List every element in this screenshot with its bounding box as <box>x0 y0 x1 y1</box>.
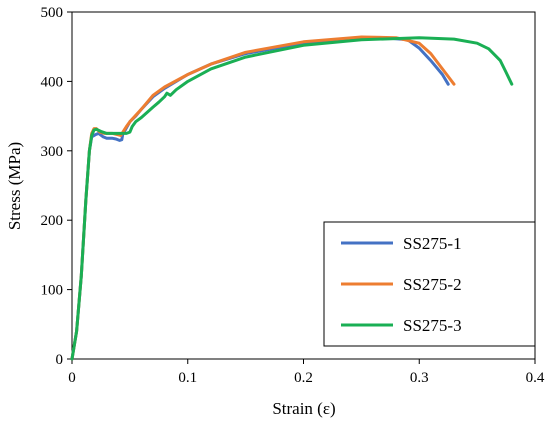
series-line-3 <box>70 36 514 361</box>
x-tick-label: 0.1 <box>178 370 197 386</box>
axes: 0 0.1 0.2 0.3 0.4 0 100 200 300 400 500 <box>41 5 545 386</box>
y-tick-label: 0 <box>56 352 64 368</box>
y-tick-label: 300 <box>41 144 64 160</box>
x-axis-title: Strain (ε) <box>272 399 335 418</box>
y-axis-title: Stress (MPa) <box>5 142 24 230</box>
x-tick-label: 0.3 <box>410 370 429 386</box>
series-lines <box>70 35 514 361</box>
y-tick-label: 100 <box>41 283 64 299</box>
legend: SS275-1 SS275-2 SS275-3 <box>323 221 536 347</box>
legend-label-2: SS275-2 <box>403 275 462 294</box>
y-tick-label: 400 <box>41 74 64 90</box>
x-tick-label: 0 <box>68 370 76 386</box>
y-tick-label: 500 <box>41 5 64 21</box>
x-tick-label: 0.4 <box>526 370 545 386</box>
legend-label-1: SS275-1 <box>403 234 462 253</box>
legend-label-3: SS275-3 <box>403 316 462 335</box>
x-tick-label: 0.2 <box>294 370 313 386</box>
y-tick-label: 200 <box>41 213 64 229</box>
